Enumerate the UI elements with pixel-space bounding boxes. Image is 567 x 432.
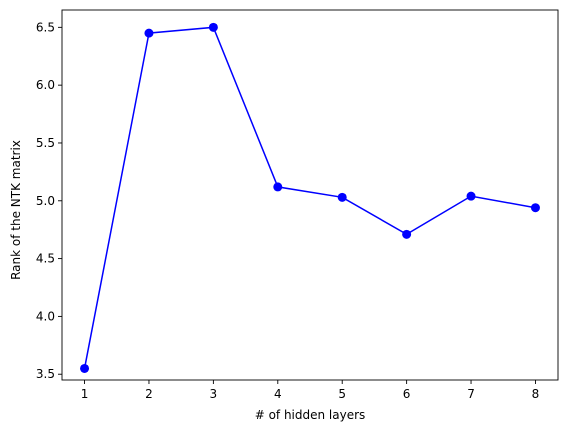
x-tick-label: 1 xyxy=(81,387,89,401)
data-point xyxy=(466,191,476,201)
data-point xyxy=(80,363,90,373)
y-tick-label: 3.5 xyxy=(36,367,55,381)
x-axis-ticks: 1 2 3 4 5 6 7 8 xyxy=(81,380,540,401)
x-tick-label: 5 xyxy=(338,387,346,401)
y-axis-ticks: 3.5 4.0 4.5 5.0 5.5 6.0 6.5 xyxy=(36,20,62,381)
data-point xyxy=(402,229,412,239)
x-tick-label: 4 xyxy=(274,387,282,401)
x-tick-label: 6 xyxy=(403,387,411,401)
x-tick-label: 3 xyxy=(210,387,218,401)
y-tick-label: 6.0 xyxy=(36,78,55,92)
data-point xyxy=(208,22,218,32)
x-axis-label: # of hidden layers xyxy=(255,408,366,422)
y-tick-label: 5.5 xyxy=(36,136,55,150)
y-tick-label: 6.5 xyxy=(36,20,55,34)
y-tick-label: 4.0 xyxy=(36,309,55,323)
x-tick-label: 2 xyxy=(145,387,153,401)
data-point xyxy=(530,203,540,213)
plot-frame xyxy=(61,9,559,381)
data-point xyxy=(337,192,347,202)
x-tick-label: 7 xyxy=(467,387,475,401)
series-layer xyxy=(80,22,540,373)
y-tick-label: 4.5 xyxy=(36,252,55,266)
y-tick-label: 5.0 xyxy=(36,194,55,208)
plot-area xyxy=(61,9,559,381)
y-axis-label: Rank of the NTK matrix xyxy=(9,140,23,280)
data-point xyxy=(144,28,154,38)
x-tick-label: 8 xyxy=(532,387,540,401)
series-line xyxy=(83,26,536,369)
data-point xyxy=(273,182,283,192)
